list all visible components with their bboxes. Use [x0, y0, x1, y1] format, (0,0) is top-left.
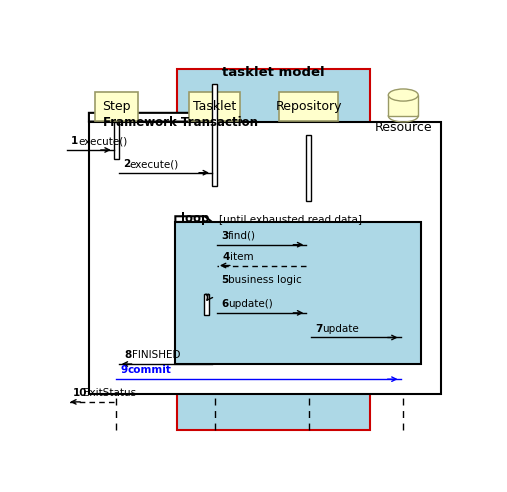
Text: 6: 6 — [221, 299, 228, 309]
Text: find(): find() — [228, 231, 256, 241]
Text: Step: Step — [102, 100, 131, 113]
Bar — [177, 68, 370, 430]
Text: 8: 8 — [125, 350, 132, 360]
Text: 2: 2 — [123, 159, 130, 169]
Bar — [189, 92, 240, 121]
Text: business logic: business logic — [228, 275, 302, 284]
Text: commit: commit — [127, 366, 171, 375]
Text: FINISHED: FINISHED — [132, 350, 180, 360]
Text: 3: 3 — [221, 231, 228, 241]
Text: [until exhausted read data]: [until exhausted read data] — [219, 214, 361, 224]
Text: 5: 5 — [221, 275, 228, 284]
Text: 7: 7 — [315, 324, 322, 334]
Text: Repository: Repository — [276, 100, 342, 113]
Bar — [175, 222, 421, 364]
Bar — [279, 92, 339, 121]
Polygon shape — [175, 216, 212, 222]
Polygon shape — [89, 113, 242, 122]
Text: Tasklet: Tasklet — [193, 100, 236, 113]
Bar — [212, 84, 217, 186]
Bar — [114, 122, 119, 159]
Bar — [204, 294, 209, 315]
Text: tasklet model: tasklet model — [222, 66, 325, 79]
Text: item: item — [230, 252, 254, 262]
Text: execute(): execute() — [78, 136, 128, 146]
Text: ExitStatus: ExitStatus — [83, 388, 136, 398]
Bar — [95, 92, 138, 121]
Text: execute(): execute() — [130, 159, 179, 169]
Text: 10: 10 — [73, 388, 88, 398]
Text: update: update — [322, 324, 359, 334]
Text: 4: 4 — [223, 252, 230, 262]
Text: Resource: Resource — [375, 121, 432, 134]
Text: update(): update() — [228, 299, 273, 309]
Text: loop: loop — [182, 213, 209, 225]
Bar — [306, 135, 311, 201]
Ellipse shape — [388, 89, 418, 101]
Text: Framework Transaction: Framework Transaction — [102, 116, 258, 129]
Bar — [388, 95, 418, 116]
Text: 1: 1 — [71, 136, 79, 146]
Text: 9: 9 — [120, 366, 127, 375]
Bar — [89, 122, 441, 394]
